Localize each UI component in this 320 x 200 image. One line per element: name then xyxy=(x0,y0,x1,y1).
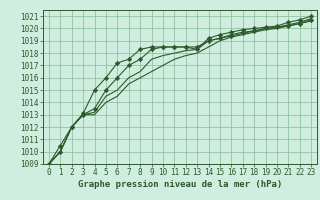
X-axis label: Graphe pression niveau de la mer (hPa): Graphe pression niveau de la mer (hPa) xyxy=(78,180,282,189)
